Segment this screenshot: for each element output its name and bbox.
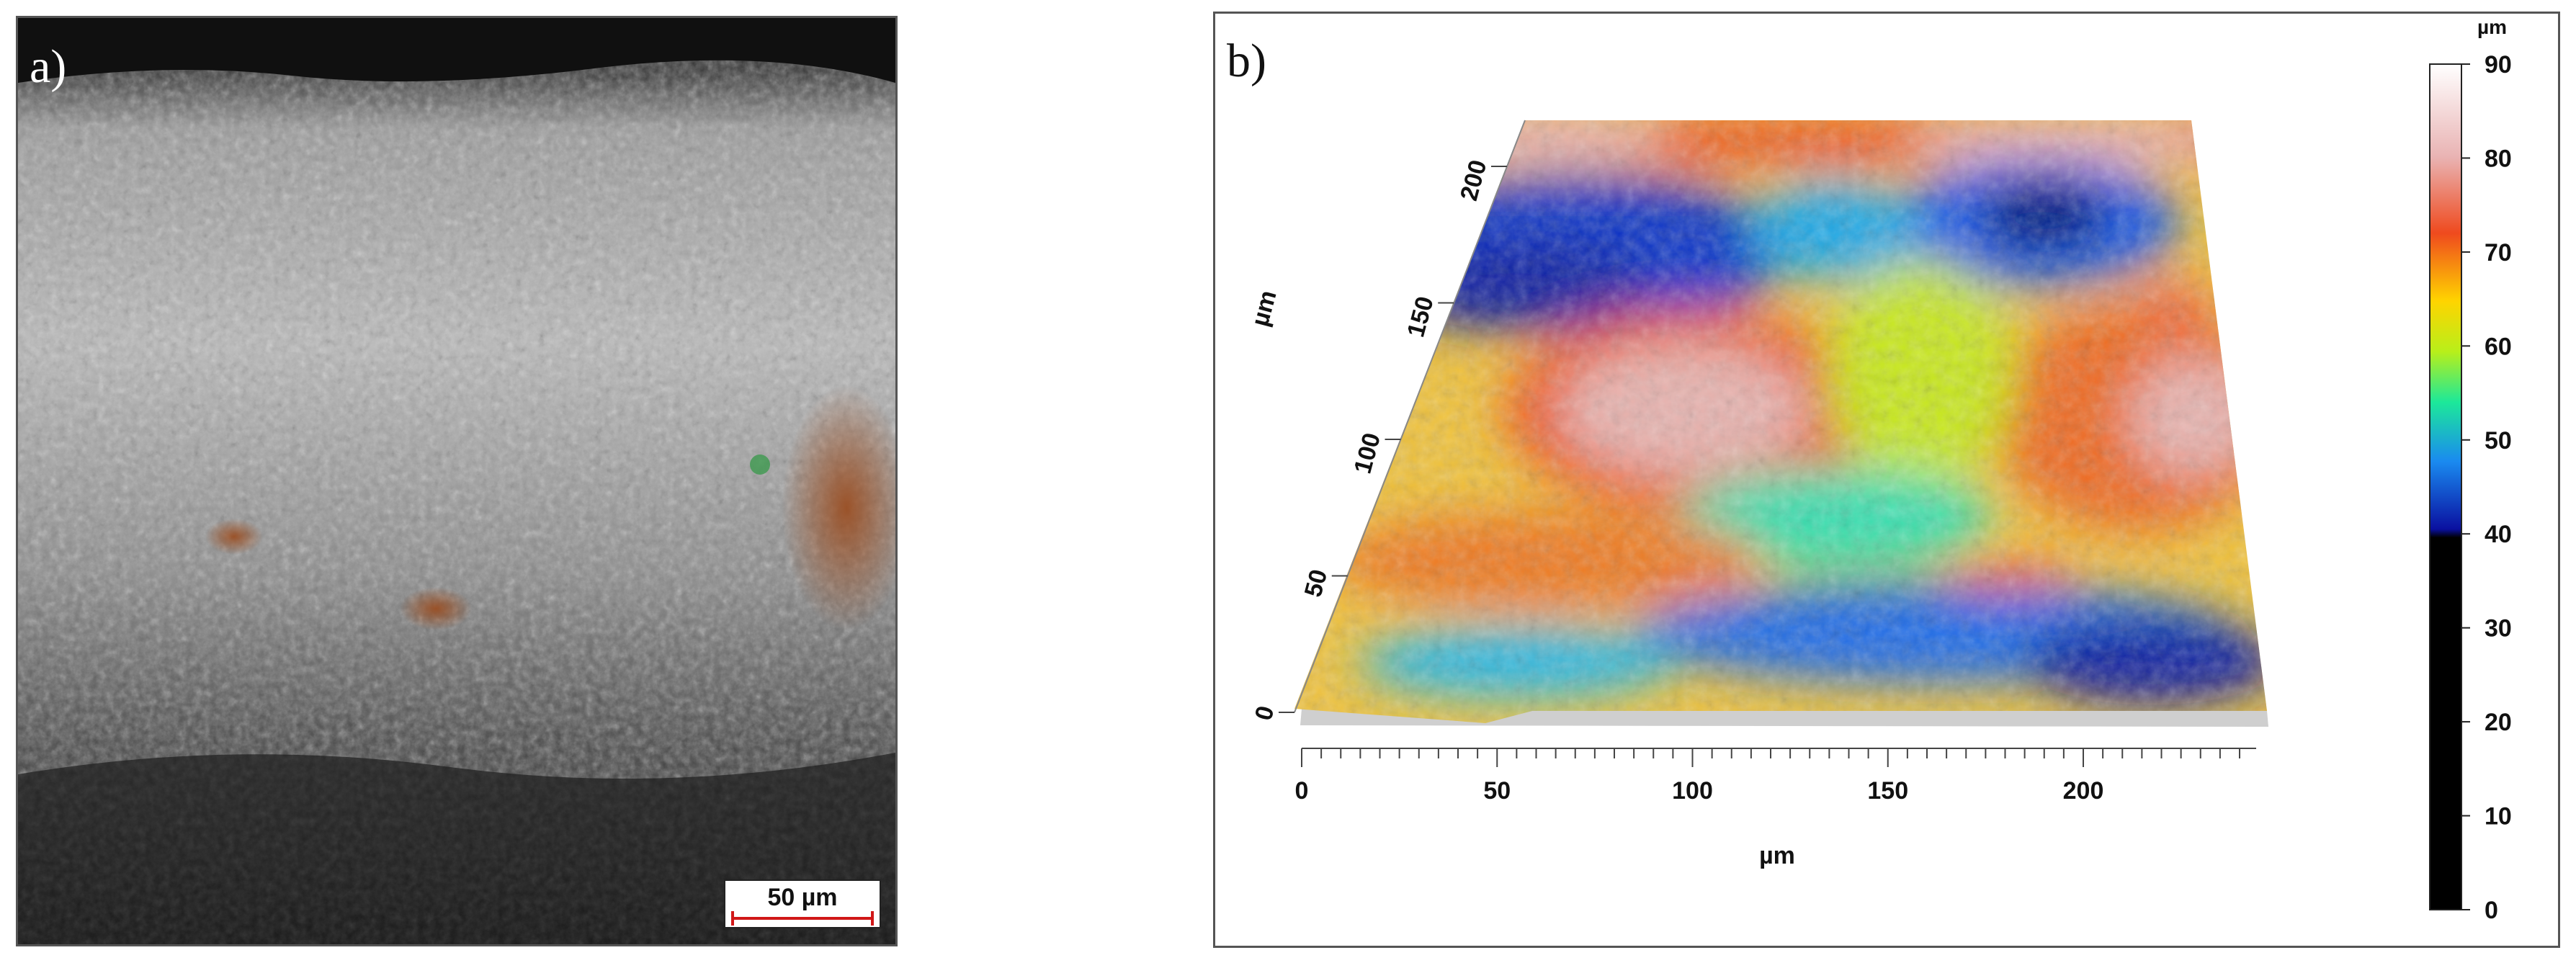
topography-panel: b) — [1213, 12, 2560, 948]
x-tick-label: 0 — [1295, 777, 1309, 805]
colorbar-tick-label: 50 — [2485, 427, 2512, 454]
y-tick-label: 0 — [1250, 703, 1280, 723]
x-tick-label: 50 — [1483, 777, 1511, 805]
x-axis-label: µm — [1759, 842, 1795, 869]
y-tick-label: 100 — [1349, 430, 1386, 477]
y-tick-label: 200 — [1455, 157, 1492, 204]
colorbar-tick-label: 60 — [2485, 333, 2512, 360]
colorbar-tick-label: 70 — [2485, 239, 2512, 266]
x-axis: 0 50 100 150 200 µm — [1295, 748, 2256, 869]
micrograph-image — [18, 18, 895, 944]
scale-bar-label: 50 µm — [767, 884, 838, 911]
x-tick-label: 200 — [2063, 777, 2104, 805]
colorbar-tick-label: 90 — [2485, 51, 2512, 79]
y-tick-label: 50 — [1300, 567, 1333, 600]
height-map-surface — [1294, 120, 2267, 723]
colorbar: µm 90 80 70 60 50 40 30 20 10 0 — [2429, 16, 2512, 924]
colorbar-tick-label: 0 — [2485, 897, 2498, 924]
optical-micrograph-panel: a) 50 µm — [16, 16, 898, 946]
colorbar-unit: µm — [2477, 16, 2507, 38]
colorbar-tick-label: 10 — [2485, 803, 2512, 830]
x-tick-label: 150 — [1867, 777, 1908, 805]
scale-bar-line — [731, 911, 874, 926]
panel-a-label: a) — [30, 40, 67, 93]
colorbar-tick-label: 20 — [2485, 709, 2512, 736]
scale-bar: 50 µm — [724, 879, 881, 928]
surface-side-wall — [1300, 709, 2268, 727]
y-tick-label: 150 — [1402, 294, 1439, 341]
panel-b-label: b) — [1227, 35, 1266, 87]
colorbar-tick-label: 30 — [2485, 615, 2512, 642]
colorbar-tick-label: 40 — [2485, 521, 2512, 548]
x-tick-label: 100 — [1672, 777, 1713, 805]
colorbar-gradient — [2429, 63, 2462, 910]
colorbar-tick-label: 80 — [2485, 145, 2512, 172]
y-axis-label: µm — [1246, 287, 1282, 329]
